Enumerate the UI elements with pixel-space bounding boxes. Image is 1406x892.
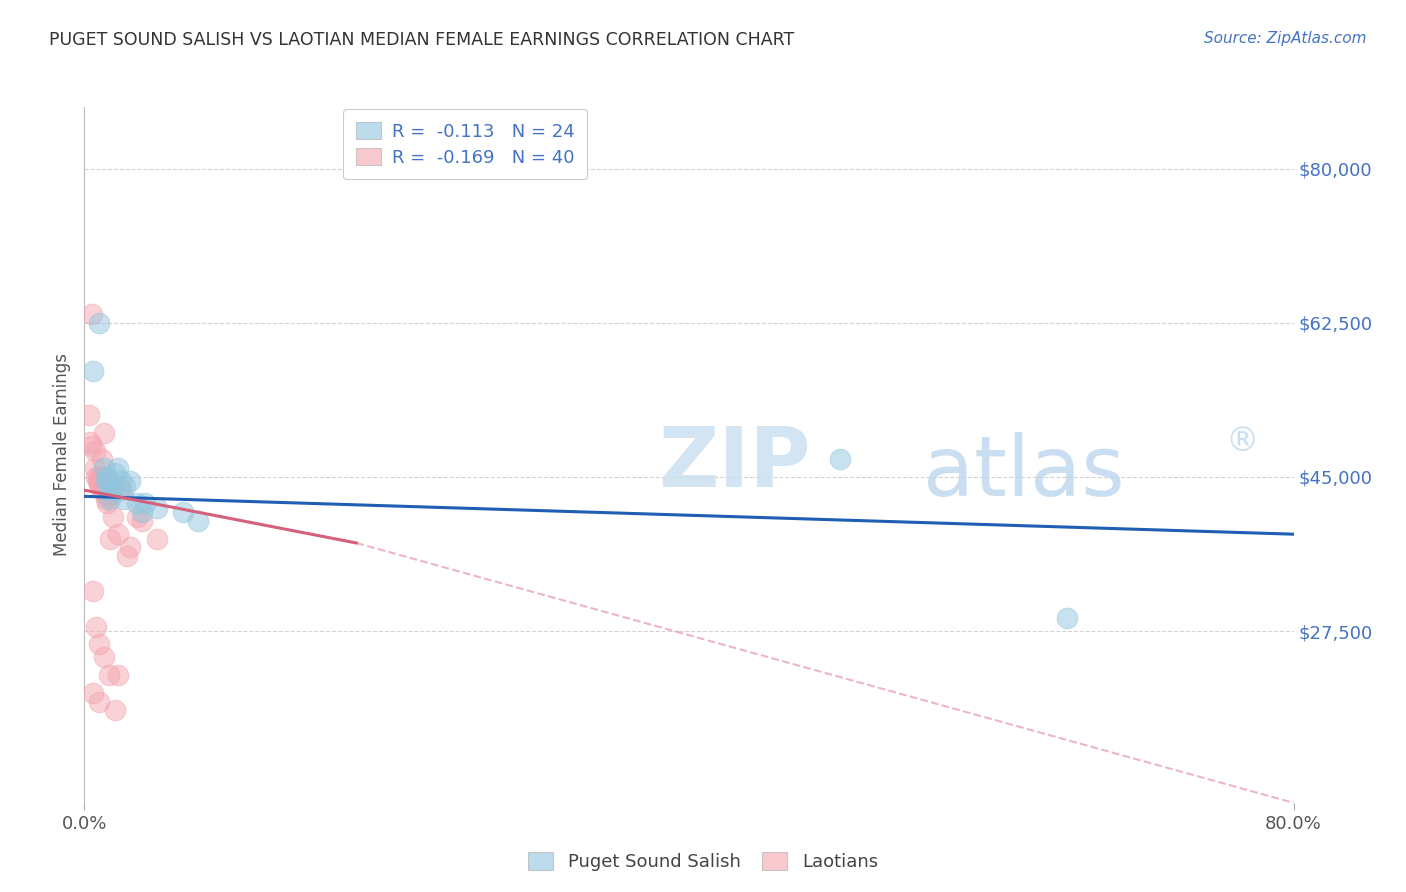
Text: ZIP: ZIP (659, 423, 811, 504)
Point (172, 505, 194, 519)
Point (90, 470, 112, 484)
Point (1056, 611, 1078, 625)
Legend: R =  -0.113   N = 24, R =  -0.169   N = 40: R = -0.113 N = 24, R = -0.169 N = 40 (343, 109, 588, 179)
Point (100, 479, 122, 493)
Point (97, 668, 120, 682)
Point (94, 491, 117, 506)
Point (84, 443, 107, 458)
Point (146, 500, 169, 515)
Point (187, 514, 209, 528)
Point (86, 470, 108, 484)
Point (101, 483, 124, 497)
Point (89, 479, 111, 493)
Point (98, 487, 121, 501)
Point (830, 452, 852, 467)
Point (98, 532, 121, 546)
Point (112, 491, 135, 506)
Legend: Puget Sound Salish, Laotians: Puget Sound Salish, Laotians (520, 846, 886, 879)
Point (131, 505, 153, 519)
Point (80, 307, 103, 321)
Point (107, 461, 129, 475)
Point (82, 364, 104, 378)
Point (89, 316, 111, 330)
Point (77, 409, 100, 423)
Point (90, 479, 112, 493)
Point (91, 452, 114, 467)
Point (104, 466, 127, 480)
Point (104, 703, 127, 717)
Point (114, 479, 136, 493)
Text: ®: ® (1226, 425, 1258, 458)
Point (84, 461, 107, 475)
Y-axis label: Median Female Earnings: Median Female Earnings (53, 353, 72, 557)
Point (86, 620, 108, 634)
Point (89, 694, 111, 708)
Point (94, 487, 117, 501)
Point (97, 483, 120, 497)
Text: atlas: atlas (924, 432, 1125, 513)
Point (79, 434, 101, 449)
Point (82, 584, 104, 599)
Text: PUGET SOUND SALISH VS LAOTIAN MEDIAN FEMALE EARNINGS CORRELATION CHART: PUGET SOUND SALISH VS LAOTIAN MEDIAN FEM… (49, 31, 794, 49)
Point (115, 549, 138, 564)
Point (93, 461, 115, 475)
Point (108, 483, 131, 497)
Point (131, 514, 153, 528)
Point (96, 470, 118, 484)
Point (94, 475, 117, 489)
Point (80, 439, 103, 453)
Text: Source: ZipAtlas.com: Source: ZipAtlas.com (1204, 31, 1367, 46)
Point (82, 686, 104, 700)
Point (110, 475, 132, 489)
Point (101, 509, 124, 524)
Point (89, 637, 111, 651)
Point (118, 541, 141, 555)
Point (127, 496, 149, 510)
Point (96, 496, 118, 510)
Point (98, 491, 121, 506)
Point (93, 650, 115, 665)
Point (107, 527, 129, 541)
Point (107, 668, 129, 682)
Point (89, 475, 111, 489)
Point (118, 475, 141, 489)
Point (87, 475, 110, 489)
Point (87, 470, 110, 484)
Point (134, 496, 156, 510)
Point (97, 475, 120, 489)
Point (97, 483, 120, 497)
Point (110, 483, 132, 497)
Point (127, 509, 149, 524)
Point (93, 425, 115, 440)
Point (146, 532, 169, 546)
Point (91, 483, 114, 497)
